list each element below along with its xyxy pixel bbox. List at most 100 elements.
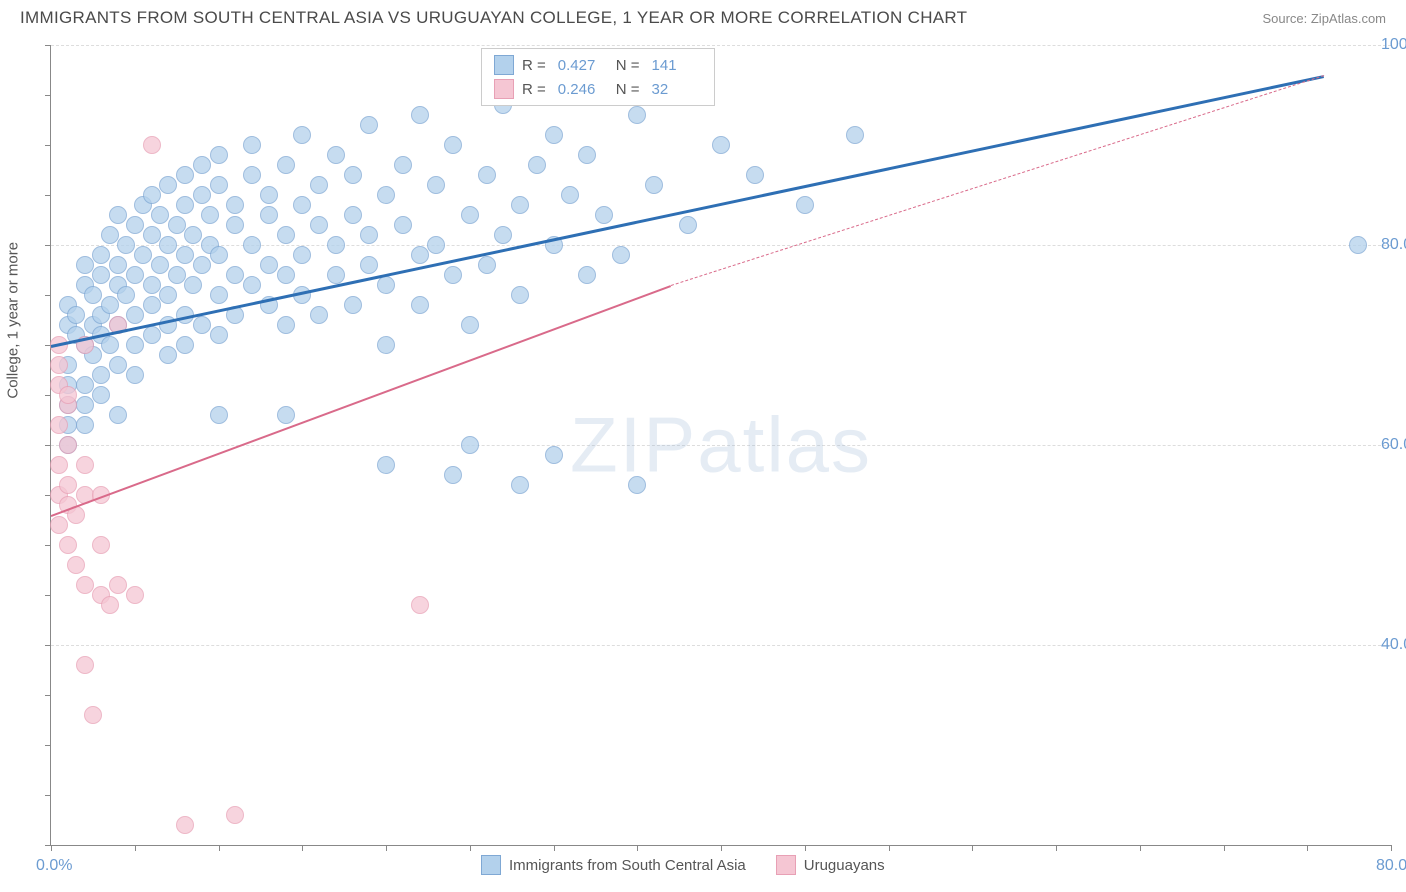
- scatter-point: [50, 356, 68, 374]
- scatter-point: [201, 206, 219, 224]
- scatter-point: [712, 136, 730, 154]
- r-value: 0.246: [558, 81, 608, 98]
- scatter-point: [511, 476, 529, 494]
- scatter-point: [92, 266, 110, 284]
- scatter-point: [394, 216, 412, 234]
- scatter-point: [377, 456, 395, 474]
- scatter-point: [746, 166, 764, 184]
- trend-line: [51, 285, 671, 517]
- scatter-point: [243, 166, 261, 184]
- scatter-point: [176, 336, 194, 354]
- scatter-point: [126, 366, 144, 384]
- scatter-point: [478, 256, 496, 274]
- scatter-point: [92, 536, 110, 554]
- legend-item-series1: Immigrants from South Central Asia: [481, 855, 746, 875]
- scatter-point: [143, 226, 161, 244]
- scatter-point: [444, 136, 462, 154]
- scatter-point: [109, 256, 127, 274]
- scatter-point: [360, 256, 378, 274]
- scatter-point: [193, 256, 211, 274]
- scatter-point: [377, 336, 395, 354]
- scatter-point: [377, 276, 395, 294]
- chart-title: IMMIGRANTS FROM SOUTH CENTRAL ASIA VS UR…: [20, 8, 967, 28]
- scatter-point: [126, 586, 144, 604]
- gridline: [51, 645, 1391, 646]
- scatter-point: [50, 456, 68, 474]
- r-label: R =: [522, 81, 546, 98]
- scatter-point: [277, 316, 295, 334]
- scatter-point: [277, 266, 295, 284]
- scatter-point: [50, 516, 68, 534]
- n-label: N =: [616, 81, 640, 98]
- scatter-point: [109, 356, 127, 374]
- trend-line: [51, 75, 1325, 348]
- scatter-point: [310, 176, 328, 194]
- swatch-series1: [481, 855, 501, 875]
- scatter-point: [310, 306, 328, 324]
- scatter-point: [545, 126, 563, 144]
- chart-header: IMMIGRANTS FROM SOUTH CENTRAL ASIA VS UR…: [0, 0, 1406, 36]
- scatter-point: [327, 146, 345, 164]
- scatter-point: [628, 476, 646, 494]
- scatter-point: [210, 326, 228, 344]
- scatter-point: [168, 216, 186, 234]
- scatter-point: [595, 206, 613, 224]
- scatter-point: [679, 216, 697, 234]
- series-legend: Immigrants from South Central Asia Urugu…: [481, 855, 885, 875]
- scatter-point: [226, 266, 244, 284]
- n-value: 141: [652, 57, 702, 74]
- scatter-point: [327, 236, 345, 254]
- scatter-point: [59, 386, 77, 404]
- scatter-point: [176, 246, 194, 264]
- legend-item-series2: Uruguayans: [776, 855, 885, 875]
- scatter-point: [243, 276, 261, 294]
- scatter-point: [293, 126, 311, 144]
- scatter-point: [210, 146, 228, 164]
- scatter-point: [344, 296, 362, 314]
- scatter-point: [226, 216, 244, 234]
- scatter-point: [411, 246, 429, 264]
- legend-label: Immigrants from South Central Asia: [509, 857, 746, 874]
- scatter-point: [159, 286, 177, 304]
- scatter-point: [260, 186, 278, 204]
- scatter-point: [159, 346, 177, 364]
- scatter-point: [478, 166, 496, 184]
- scatter-point: [143, 296, 161, 314]
- scatter-point: [846, 126, 864, 144]
- n-label: N =: [616, 57, 640, 74]
- legend-label: Uruguayans: [804, 857, 885, 874]
- scatter-point: [184, 276, 202, 294]
- scatter-point: [59, 536, 77, 554]
- scatter-point: [92, 386, 110, 404]
- scatter-point: [394, 156, 412, 174]
- scatter-point: [76, 256, 94, 274]
- scatter-point: [444, 466, 462, 484]
- scatter-point: [159, 236, 177, 254]
- scatter-point: [427, 176, 445, 194]
- n-value: 32: [652, 81, 702, 98]
- scatter-point: [612, 246, 630, 264]
- scatter-point: [67, 306, 85, 324]
- scatter-point: [310, 216, 328, 234]
- scatter-point: [76, 416, 94, 434]
- scatter-point: [151, 256, 169, 274]
- scatter-point: [796, 196, 814, 214]
- r-value: 0.427: [558, 57, 608, 74]
- scatter-point: [101, 596, 119, 614]
- scatter-point: [645, 176, 663, 194]
- scatter-point: [293, 196, 311, 214]
- scatter-point: [226, 806, 244, 824]
- scatter-point: [511, 196, 529, 214]
- legend-row-series2: R = 0.246 N = 32: [494, 77, 702, 101]
- swatch-series1: [494, 55, 514, 75]
- scatter-point: [243, 236, 261, 254]
- ytick-label: 40.0%: [1381, 636, 1406, 654]
- scatter-point: [210, 176, 228, 194]
- scatter-point: [126, 266, 144, 284]
- scatter-point: [628, 106, 646, 124]
- scatter-point: [411, 296, 429, 314]
- scatter-point: [92, 246, 110, 264]
- r-label: R =: [522, 57, 546, 74]
- scatter-point: [461, 316, 479, 334]
- scatter-point: [528, 156, 546, 174]
